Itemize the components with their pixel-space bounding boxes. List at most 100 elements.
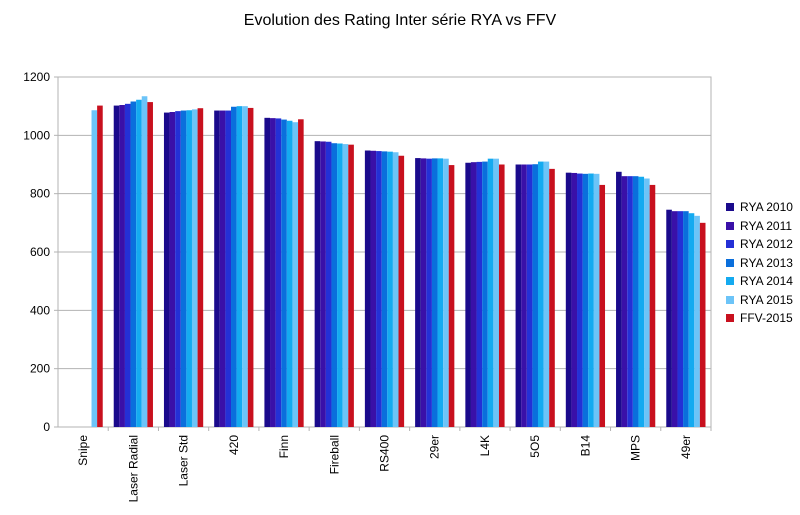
bar — [286, 120, 293, 427]
bar — [236, 106, 243, 428]
bar — [426, 158, 432, 428]
bars — [91, 96, 706, 428]
bar — [644, 178, 650, 427]
legend-item: RYA 2010 — [726, 198, 793, 217]
bar — [699, 222, 706, 427]
legend-item: RYA 2014 — [726, 272, 793, 291]
x-tick-label: Fireball — [327, 435, 341, 474]
bar — [113, 105, 120, 427]
bar — [632, 176, 639, 427]
bar — [621, 176, 628, 427]
bar — [443, 158, 449, 428]
bar — [582, 173, 589, 427]
bar — [247, 107, 254, 428]
bar — [314, 141, 321, 428]
bar — [487, 158, 494, 428]
y-tick-label: 200 — [30, 362, 50, 376]
bar — [197, 108, 204, 428]
x-tick-label: 5O5 — [528, 435, 542, 458]
legend-swatch — [726, 258, 734, 267]
legend-label: RYA 2010 — [740, 200, 793, 215]
bar — [593, 173, 600, 427]
legend-label: RYA 2015 — [740, 292, 793, 307]
y-axis: 0 200 400 600 800 1000 1200 — [23, 70, 58, 434]
legend-swatch — [726, 240, 734, 249]
bar — [348, 144, 354, 428]
bar — [141, 96, 148, 427]
bar — [376, 151, 382, 427]
bar — [97, 105, 103, 427]
bar — [91, 110, 98, 427]
bar — [270, 118, 276, 428]
bar — [616, 171, 622, 427]
x-tick-label: Laser Radial — [126, 435, 140, 502]
y-tick-label: 1200 — [23, 70, 50, 84]
bar — [180, 110, 187, 427]
bar — [565, 172, 572, 427]
legend-label: FFV-2015 — [740, 311, 793, 326]
bar — [163, 112, 170, 427]
bar — [136, 99, 142, 427]
x-tick-label: RS400 — [378, 435, 392, 472]
bar — [281, 119, 287, 427]
bar — [683, 211, 689, 427]
y-tick-label: 400 — [30, 303, 50, 317]
legend-swatch — [726, 295, 734, 304]
bar — [298, 119, 304, 427]
bar — [275, 118, 282, 428]
bar — [532, 164, 538, 427]
y-tick-label: 800 — [30, 187, 50, 201]
x-tick-label: 49er — [679, 435, 693, 459]
x-tick-label: 420 — [227, 435, 241, 455]
bar — [627, 176, 633, 427]
bar — [186, 110, 192, 427]
x-tick-label: 29er — [428, 435, 442, 459]
bar — [515, 164, 522, 427]
bar — [337, 143, 343, 427]
x-tick-label: Laser Std — [177, 435, 191, 486]
y-tick-label: 600 — [30, 245, 50, 259]
bar — [387, 151, 393, 428]
legend: RYA 2010 RYA 2011 RYA 2012 RYA 2013 RYA 2014… — [726, 198, 793, 328]
chart-title: Evolution des Rating Inter série RYA vs … — [243, 12, 557, 29]
bar — [493, 158, 499, 428]
bar — [437, 158, 444, 428]
legend-label: RYA 2012 — [740, 237, 793, 252]
bar — [431, 158, 438, 428]
bar — [599, 184, 606, 427]
bar — [191, 109, 198, 428]
x-tick-label: MPS — [629, 435, 643, 461]
bar — [264, 117, 271, 427]
bar — [175, 111, 181, 428]
bar — [325, 141, 332, 427]
legend-label: RYA 2014 — [740, 274, 793, 289]
bar — [482, 161, 488, 427]
bar — [370, 150, 377, 428]
bar — [521, 164, 527, 427]
bar — [498, 164, 505, 427]
bar — [448, 165, 455, 427]
legend-label: RYA 2013 — [740, 255, 793, 270]
legend-item: RYA 2015 — [726, 291, 793, 310]
legend-label: RYA 2011 — [740, 218, 793, 233]
bar — [677, 211, 684, 427]
legend-item: RYA 2012 — [726, 235, 793, 254]
legend-swatch — [726, 314, 734, 323]
bar — [465, 162, 471, 427]
x-axis: Snipe Laser Radial Laser Std 420 Finn Firebal… — [76, 427, 712, 502]
bar — [381, 151, 388, 428]
bar — [638, 176, 645, 427]
legend-swatch — [726, 203, 734, 212]
bar — [649, 184, 656, 427]
x-tick-label: Snipe — [76, 435, 90, 466]
bar — [320, 141, 326, 427]
bar — [147, 102, 153, 427]
bar — [549, 168, 555, 428]
x-tick-label: Finn — [277, 435, 291, 458]
bar — [688, 213, 695, 427]
bar — [169, 112, 176, 427]
bar — [214, 110, 220, 427]
bar — [124, 103, 131, 427]
bar — [671, 211, 678, 427]
